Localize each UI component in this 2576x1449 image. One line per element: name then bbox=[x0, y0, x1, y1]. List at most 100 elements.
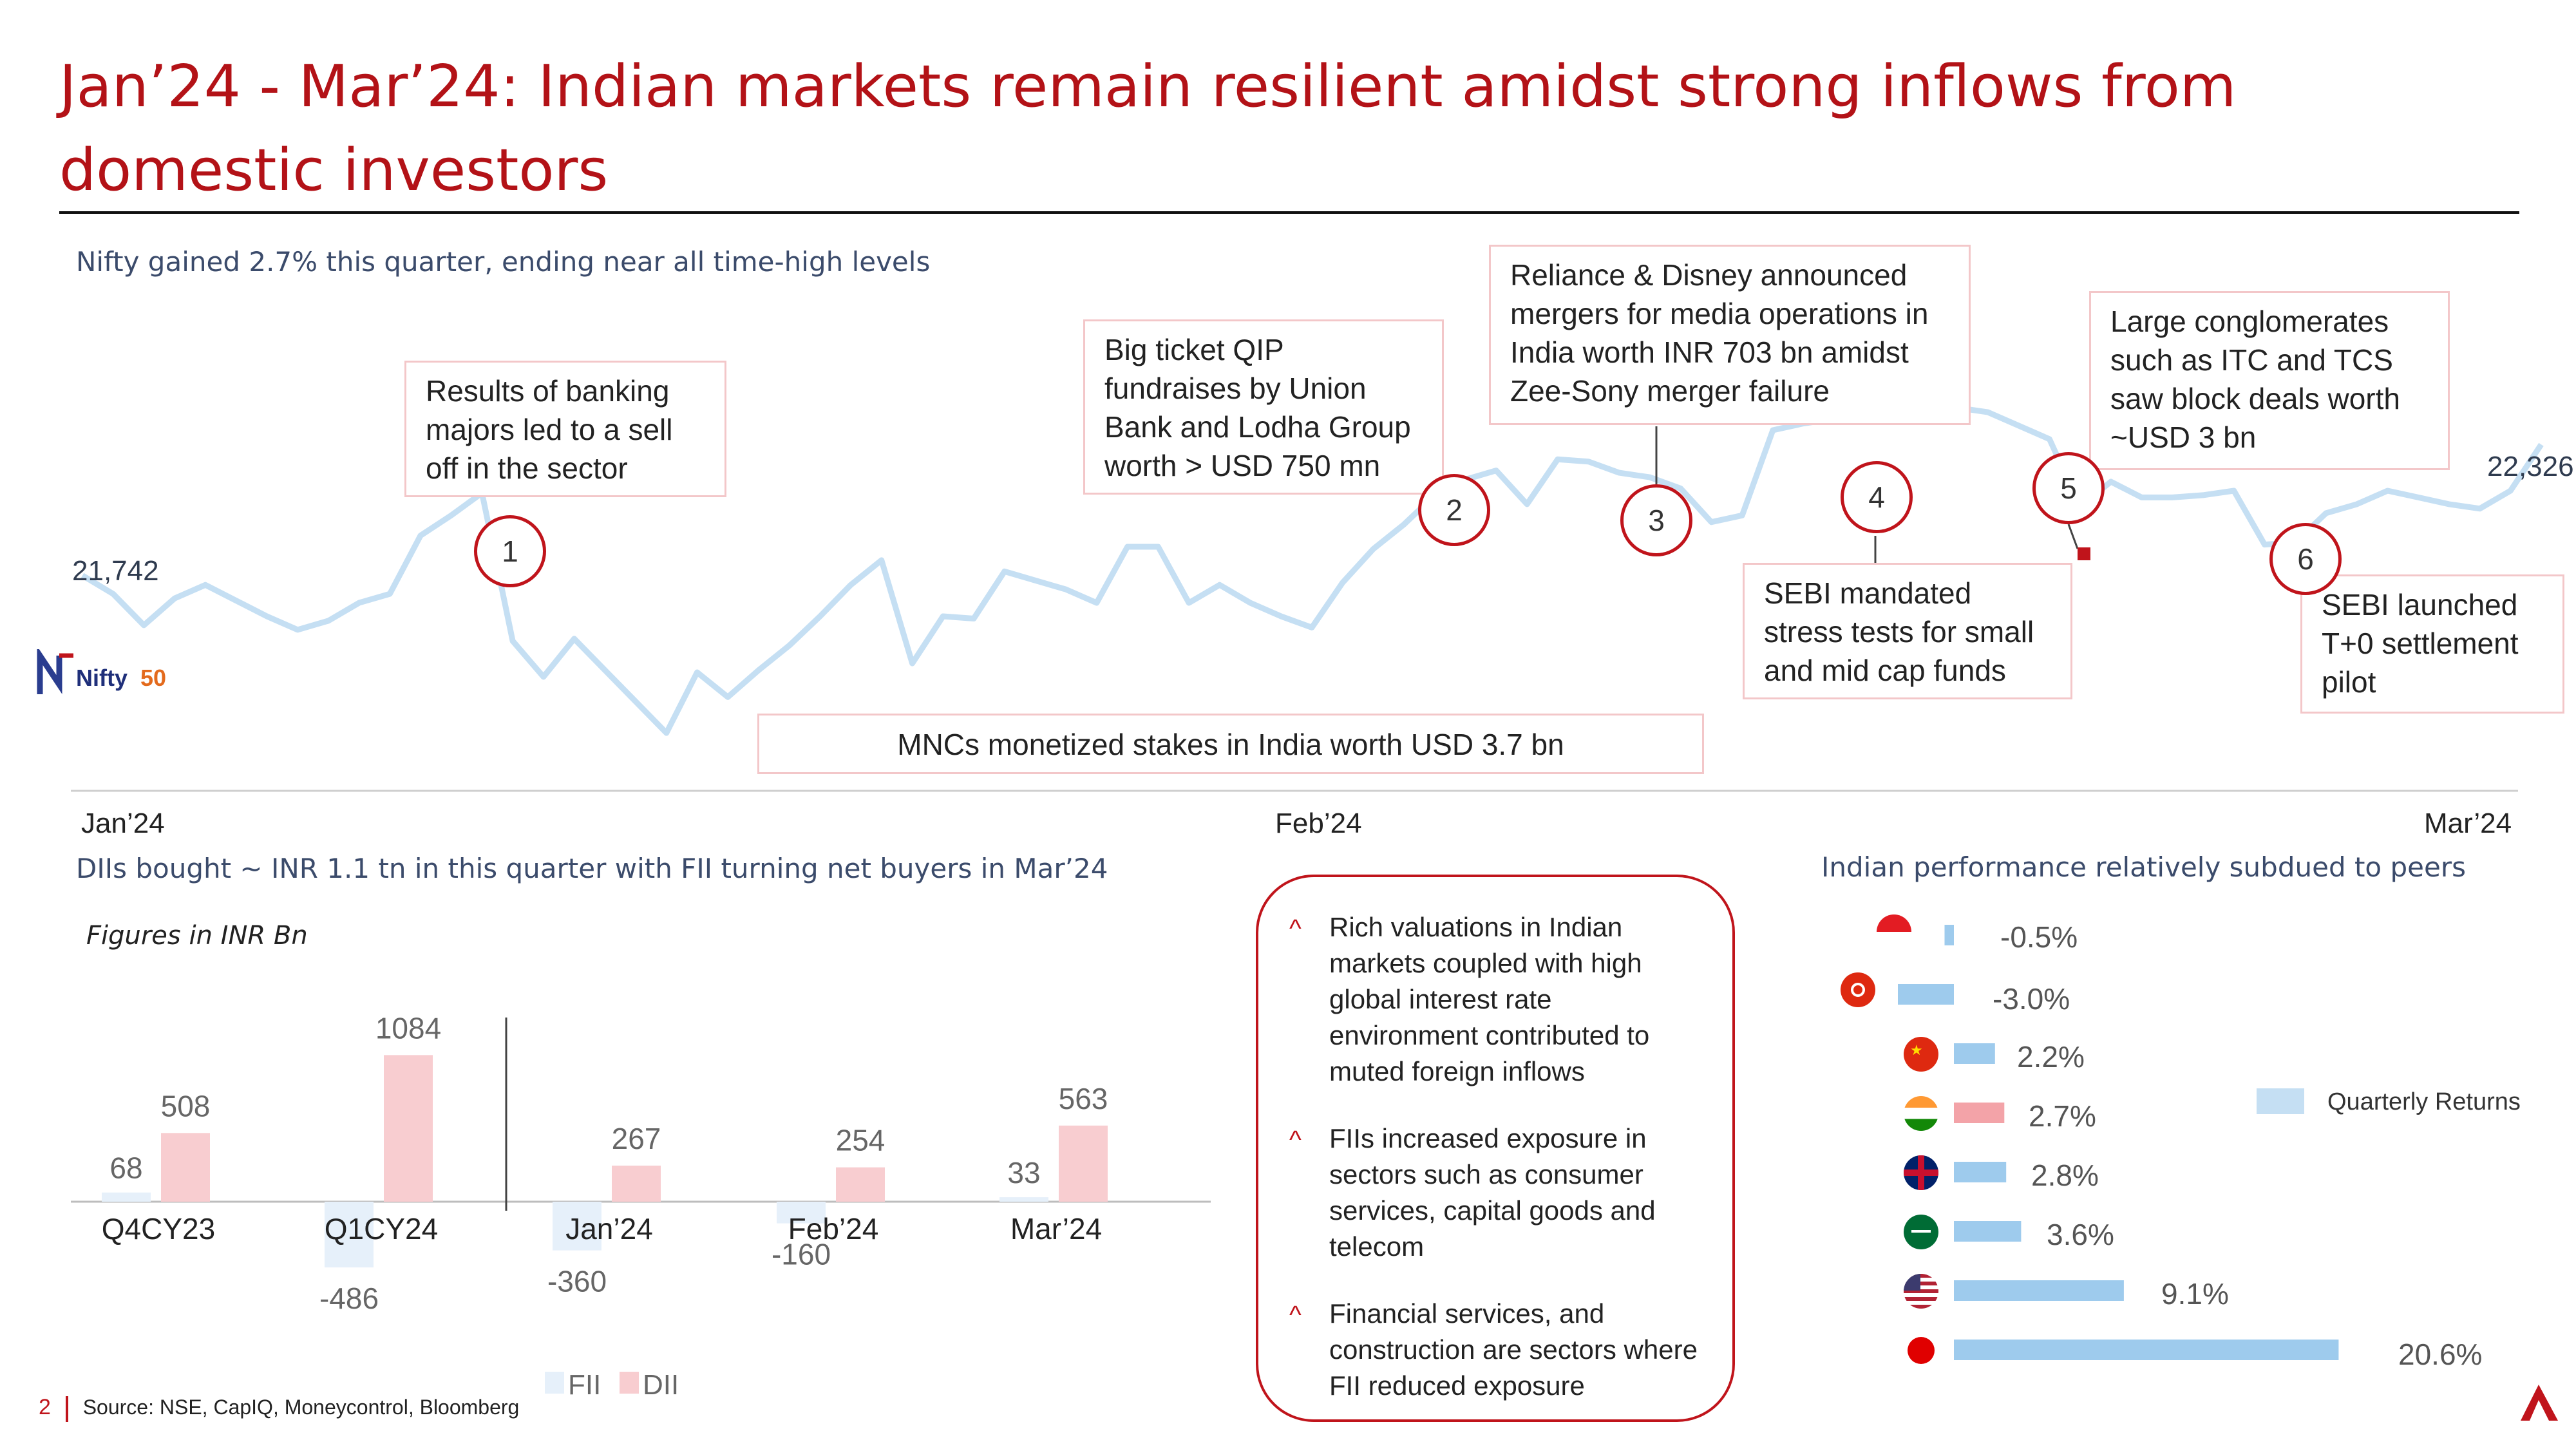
event-2-box: Big ticket QIP fundraises by Union Bank … bbox=[1083, 319, 1444, 495]
nifty50-logo: Nifty 50 bbox=[33, 646, 175, 701]
event-3-box: Reliance & Disney announced mergers for … bbox=[1489, 245, 1971, 425]
nifty-start-value: 21,742 bbox=[72, 555, 159, 587]
nifty-end-value: 22,326 bbox=[2487, 451, 2574, 482]
peers-legend-swatch bbox=[2257, 1088, 2304, 1114]
event-4-box: SEBI mandated stress tests for small and… bbox=[1743, 563, 2072, 699]
peer-label-india: 2.7% bbox=[2029, 1099, 2096, 1133]
nifty-x-label-mar: Mar’24 bbox=[2424, 808, 2512, 839]
fii-value-label: -360 bbox=[547, 1265, 607, 1298]
dii-bar bbox=[836, 1167, 885, 1202]
peer-label-japan: 20.6% bbox=[2398, 1338, 2483, 1371]
title-divider bbox=[59, 211, 2519, 214]
footer: 2 Source: NSE, CapIQ, Moneycontrol, Bloo… bbox=[39, 1395, 519, 1422]
page-number: 2 bbox=[39, 1395, 51, 1419]
event-5-badge: 5 bbox=[2032, 452, 2105, 524]
nifty-x-label-jan: Jan’24 bbox=[81, 808, 165, 839]
fii-bar bbox=[325, 1202, 374, 1268]
callout-bullet-2: ^ FIIs increased exposure in sectors such… bbox=[1284, 1121, 1707, 1265]
callout-bullet-2-text: FIIs increased exposure in sectors such … bbox=[1329, 1123, 1656, 1262]
dii-bar bbox=[161, 1133, 210, 1202]
singapore-flag-icon bbox=[1877, 914, 1911, 949]
page-title: Jan’24 - Mar’24: Indian markets remain r… bbox=[59, 53, 2237, 204]
peer-label-usa: 9.1% bbox=[2161, 1277, 2229, 1311]
peer-return-bar bbox=[1898, 984, 1954, 1005]
dii-bar bbox=[384, 1055, 433, 1202]
flows-category-label: Feb’24 bbox=[788, 1212, 879, 1245]
brand-logo-icon bbox=[2521, 1385, 2558, 1421]
dii-value-label: 563 bbox=[1059, 1082, 1108, 1115]
peer-label-uk: 2.8% bbox=[2031, 1159, 2099, 1192]
event-4-badge: 4 bbox=[1841, 461, 1913, 533]
peers-subtitle: Indian performance relatively subdued to… bbox=[1821, 851, 2466, 883]
dii-value-label: 1084 bbox=[375, 1011, 441, 1045]
legend-fii-label: FII bbox=[568, 1369, 601, 1401]
dii-value-label: 508 bbox=[161, 1089, 211, 1122]
event-5-marker bbox=[2078, 547, 2090, 560]
usa-flag-icon bbox=[1904, 1274, 1938, 1309]
peer-return-bar bbox=[1954, 1280, 2124, 1301]
nifty-logo-icon bbox=[37, 646, 73, 694]
peer-return-bar bbox=[1954, 1162, 2007, 1182]
peer-return-bar bbox=[1954, 1340, 2339, 1360]
hong-kong-flag-icon bbox=[1841, 972, 1875, 1007]
source-note: Source: NSE, CapIQ, Moneycontrol, Bloomb… bbox=[82, 1396, 520, 1419]
flows-category-label: Q4CY23 bbox=[102, 1212, 215, 1245]
peer-return-bar bbox=[1954, 1221, 2022, 1242]
flows-category-label: Jan’24 bbox=[565, 1212, 653, 1245]
peer-label-singapore: -0.5% bbox=[2000, 920, 2078, 954]
event-3-badge: 3 bbox=[1620, 484, 1692, 556]
legend-dii-swatch bbox=[620, 1372, 639, 1394]
india-flag-icon bbox=[1904, 1096, 1938, 1131]
event-1-box: Results of banking majors led to a sell … bbox=[404, 361, 726, 497]
japan-flag-icon bbox=[1904, 1333, 1938, 1368]
event-6-box: SEBI launched T+0 settlement pilot bbox=[2300, 574, 2564, 714]
event-1-badge: 1 bbox=[474, 515, 546, 587]
fii-value-label: 68 bbox=[109, 1151, 142, 1185]
uk-flag-icon bbox=[1904, 1155, 1938, 1190]
flows-unit-note: Figures in INR Bn bbox=[86, 921, 308, 951]
callout-bullet-1: ^ Rich valuations in Indian markets coupl… bbox=[1284, 909, 1707, 1090]
dii-bar bbox=[1059, 1125, 1108, 1202]
flows-subtitle: DIIs bought ~ INR 1.1 tn in this quarter… bbox=[76, 853, 1108, 884]
mnc-note-box: MNCs monetized stakes in India worth USD… bbox=[757, 714, 1704, 774]
event-5-box: Large conglomerates such as ITC and TCS … bbox=[2089, 291, 2450, 470]
flows-category-label: Mar’24 bbox=[1010, 1212, 1102, 1245]
nifty-subtitle: Nifty gained 2.7% this quarter, ending n… bbox=[76, 246, 931, 278]
fii-value-label: -486 bbox=[319, 1282, 379, 1315]
peer-label-saudi: 3.6% bbox=[2047, 1218, 2114, 1251]
peer-return-bar bbox=[1944, 925, 1954, 945]
peer-label-china: 2.2% bbox=[2017, 1040, 2085, 1074]
legend-dii-label: DII bbox=[643, 1369, 679, 1401]
fii-bar bbox=[553, 1202, 601, 1251]
peers-legend-label: Quarterly Returns bbox=[2327, 1088, 2521, 1115]
bullet-caret-icon: ^ bbox=[1289, 914, 1302, 943]
peer-return-bar bbox=[1954, 1043, 1995, 1064]
flows-bar-chart: 68 508 Q4CY23 -486 1084 Q1CY24 -360 267 Jan’24 -1… bbox=[71, 1011, 1211, 1315]
legend-fii-swatch bbox=[545, 1372, 564, 1394]
fii-value-label: -160 bbox=[772, 1238, 831, 1271]
event-6-badge: 6 bbox=[2269, 523, 2342, 595]
nifty-logo-text: Nifty bbox=[76, 665, 128, 691]
nifty-x-label-feb: Feb’24 bbox=[1275, 808, 1362, 839]
callout-bullet-3-text: Financial services, and construction are… bbox=[1329, 1298, 1698, 1401]
bullet-caret-icon: ^ bbox=[1289, 1301, 1302, 1329]
peer-return-bar bbox=[1954, 1103, 2005, 1123]
fii-value-label: 33 bbox=[1007, 1156, 1040, 1189]
event-2-badge: 2 bbox=[1418, 474, 1490, 546]
bullet-caret-icon: ^ bbox=[1289, 1126, 1302, 1154]
dii-value-label: 254 bbox=[836, 1124, 886, 1157]
fii-bar bbox=[777, 1202, 826, 1224]
fii-commentary-callout: ^ Rich valuations in Indian markets coupl… bbox=[1256, 875, 1735, 1422]
dii-value-label: 267 bbox=[612, 1122, 661, 1155]
peer-label-hong-kong: -3.0% bbox=[1993, 982, 2070, 1016]
saudi-flag-icon bbox=[1904, 1215, 1938, 1249]
event-connector-line bbox=[2067, 524, 2079, 549]
dii-bar bbox=[612, 1165, 661, 1202]
fii-bar bbox=[999, 1197, 1048, 1202]
callout-bullet-3: ^ Financial services, and construction ar… bbox=[1284, 1296, 1707, 1404]
fii-bar bbox=[102, 1192, 151, 1202]
flows-category-label: Q1CY24 bbox=[325, 1212, 438, 1245]
china-flag-icon: ★ bbox=[1904, 1037, 1938, 1072]
callout-bullet-1-text: Rich valuations in Indian markets couple… bbox=[1329, 912, 1650, 1086]
